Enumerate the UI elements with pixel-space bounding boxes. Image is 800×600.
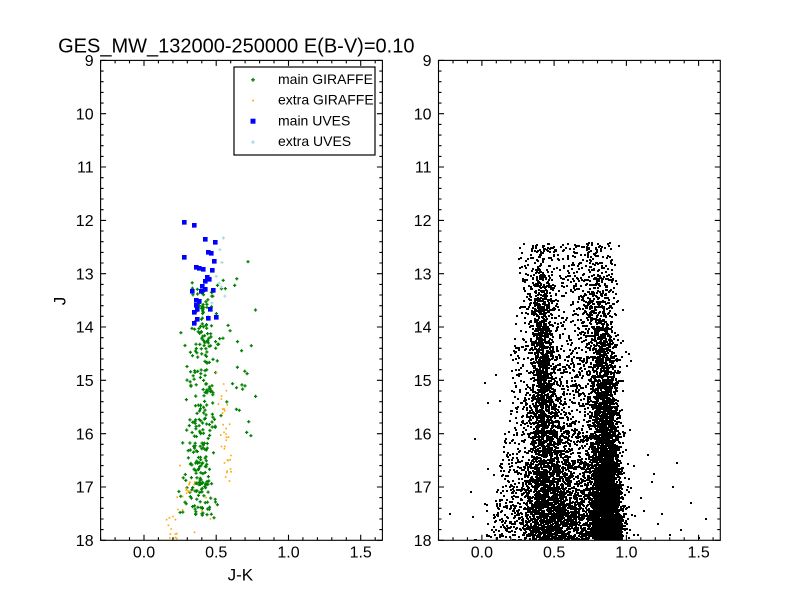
svg-text:13: 13	[414, 266, 432, 283]
svg-text:15: 15	[76, 373, 94, 390]
svg-text:J-K: J-K	[228, 565, 254, 584]
svg-text:18: 18	[76, 533, 94, 550]
svg-text:17: 17	[76, 480, 94, 497]
svg-text:0.0: 0.0	[471, 545, 493, 562]
svg-text:14: 14	[414, 320, 432, 337]
svg-text:13: 13	[76, 266, 94, 283]
svg-text:GES_MW_132000-250000 E(B-V)=0.: GES_MW_132000-250000 E(B-V)=0.10	[58, 35, 414, 57]
svg-text:12: 12	[76, 213, 94, 230]
svg-text:10: 10	[414, 106, 432, 123]
svg-text:J: J	[50, 297, 69, 306]
svg-text:11: 11	[415, 160, 432, 177]
svg-text:1.0: 1.0	[615, 545, 637, 562]
svg-text:16: 16	[76, 426, 94, 443]
svg-text:16: 16	[414, 426, 432, 443]
svg-text:11: 11	[77, 160, 94, 177]
svg-text:0.0: 0.0	[133, 545, 155, 562]
svg-text:14: 14	[76, 320, 94, 337]
svg-text:1.5: 1.5	[687, 545, 709, 562]
svg-text:1.5: 1.5	[350, 545, 372, 562]
svg-text:15: 15	[414, 373, 432, 390]
svg-text:18: 18	[414, 533, 432, 550]
svg-text:main UVES: main UVES	[278, 112, 350, 128]
svg-text:extra GIRAFFE: extra GIRAFFE	[278, 92, 374, 108]
svg-text:extra UVES: extra UVES	[278, 133, 351, 149]
svg-text:9: 9	[85, 53, 94, 70]
svg-text:0.5: 0.5	[205, 545, 227, 562]
svg-text:0.5: 0.5	[543, 545, 565, 562]
svg-text:1.0: 1.0	[277, 545, 299, 562]
svg-text:main GIRAFFE: main GIRAFFE	[278, 71, 373, 87]
svg-text:9: 9	[423, 53, 432, 70]
svg-text:12: 12	[414, 213, 432, 230]
svg-text:10: 10	[76, 106, 94, 123]
svg-text:17: 17	[414, 480, 432, 497]
